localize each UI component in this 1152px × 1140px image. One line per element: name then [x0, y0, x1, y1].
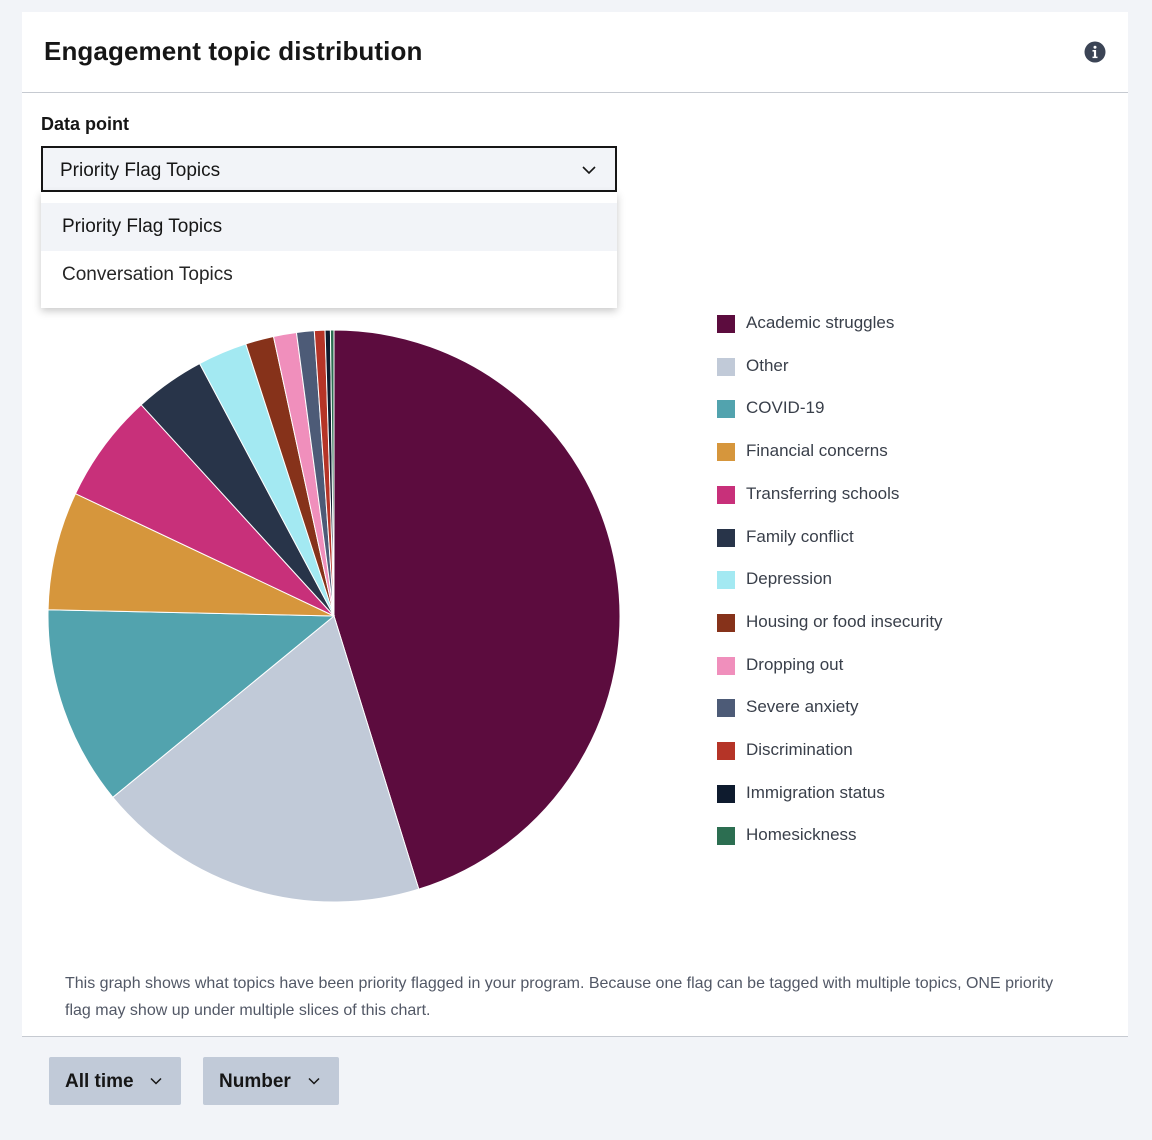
legend-label: Dropping out — [746, 654, 844, 674]
legend-swatch — [717, 528, 735, 547]
chevron-down-icon — [308, 1077, 320, 1085]
legend-label: Family conflict — [746, 526, 854, 546]
legend-swatch — [717, 571, 735, 590]
legend-item-depression[interactable]: Depression — [717, 568, 1117, 592]
data-point-selected-value: Priority Flag Topics — [60, 160, 221, 181]
card-title: Engagement topic distribution — [44, 36, 423, 66]
legend-swatch — [717, 827, 735, 846]
card-header: Engagement topic distribution — [22, 12, 1128, 93]
legend-item-severe-anxiety[interactable]: Severe anxiety — [717, 696, 1117, 720]
legend-swatch — [717, 400, 735, 419]
topic-distribution-card: Engagement topic distribution Data point… — [22, 12, 1128, 1124]
legend-label: Other — [746, 355, 789, 375]
data-point-menu: Priority Flag Topics Conversation Topics — [41, 192, 617, 308]
legend-label: Academic struggles — [746, 313, 895, 332]
legend-item-transferring-schools[interactable]: Transferring schools — [717, 483, 1117, 507]
info-icon[interactable] — [1084, 41, 1106, 63]
legend-item-dropping-out[interactable]: Dropping out — [717, 654, 1117, 678]
time-range-label: All time — [65, 1071, 134, 1092]
legend-label: Severe anxiety — [746, 697, 859, 717]
legend-swatch — [717, 485, 735, 504]
metric-dropdown[interactable]: Number — [203, 1057, 339, 1105]
data-point-label: Data point — [41, 114, 129, 134]
card-footer: All time Number — [22, 1036, 1128, 1124]
legend-item-family-conflict[interactable]: Family conflict — [717, 526, 1117, 550]
legend-item-homesickness[interactable]: Homesickness — [717, 824, 1117, 848]
pie-slice-other[interactable] — [112, 615, 420, 903]
legend-item-discrimination[interactable]: Discrimination — [717, 739, 1117, 763]
metric-label: Number — [219, 1071, 291, 1092]
legend-label: Depression — [746, 569, 832, 589]
pie-slice-academic-struggles[interactable] — [333, 329, 621, 890]
pie-slice-financial-concerns[interactable] — [47, 492, 335, 617]
legend-swatch — [717, 357, 735, 376]
legend-item-other[interactable]: Other — [717, 355, 1117, 379]
legend-item-housing-or-food-insecurity[interactable]: Housing or food insecurity — [717, 611, 1117, 635]
legend-label: Homesickness — [746, 825, 857, 845]
legend-label: Financial concerns — [746, 441, 888, 461]
legend-swatch — [717, 443, 735, 462]
pie-chart — [47, 329, 621, 903]
chevron-down-icon — [150, 1077, 162, 1085]
chart-note: This graph shows what topics have been p… — [65, 975, 1054, 1019]
legend-swatch — [717, 656, 735, 675]
chevron-down-icon — [582, 166, 596, 175]
legend-label: Discrimination — [746, 740, 853, 759]
legend-item-immigration-status[interactable]: Immigration status — [717, 782, 1117, 806]
legend-item-academic-struggles[interactable]: Academic struggles — [717, 312, 1117, 336]
menu-item-conversation-topics[interactable]: Conversation Topics — [62, 264, 233, 285]
legend-swatch — [717, 613, 735, 632]
pie-slice-covid-19[interactable] — [47, 609, 336, 799]
legend-swatch — [717, 315, 735, 333]
legend-swatch — [717, 742, 735, 760]
legend-swatch — [717, 699, 735, 718]
menu-item-priority-flag-topics[interactable]: Priority Flag Topics — [41, 203, 617, 251]
pie-slice-homesickness[interactable] — [329, 329, 335, 617]
legend-label: Housing or food insecurity — [746, 611, 943, 631]
legend-label: Transferring schools — [746, 483, 900, 503]
legend-item-financial-concerns[interactable]: Financial concerns — [717, 440, 1117, 464]
legend-label: COVID-19 — [746, 398, 825, 418]
legend-item-covid-19[interactable]: COVID-19 — [717, 397, 1117, 421]
time-range-dropdown[interactable]: All time — [49, 1057, 181, 1105]
legend-swatch — [717, 784, 735, 803]
data-point-select[interactable]: Priority Flag Topics — [41, 146, 617, 192]
legend-label: Immigration status — [746, 782, 885, 802]
